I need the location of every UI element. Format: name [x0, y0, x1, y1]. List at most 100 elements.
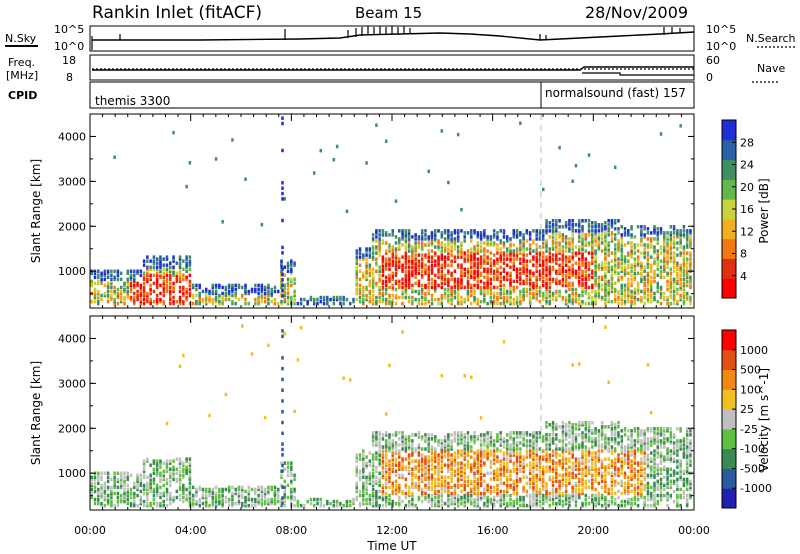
heatmap-cell — [574, 427, 578, 431]
heatmap-cell — [172, 269, 175, 274]
heatmap-cell — [375, 235, 378, 239]
heatmap-cell — [244, 501, 247, 506]
heatmap-cell — [165, 477, 169, 482]
heatmap-cell — [597, 275, 601, 280]
heatmap-cell — [519, 299, 522, 304]
heatmap-cell — [682, 267, 686, 272]
heatmap-cell — [496, 447, 499, 451]
heatmap-cell — [463, 467, 466, 471]
heatmap-cell — [613, 267, 617, 272]
heatmap-cell — [188, 489, 192, 494]
heatmap-cell — [515, 275, 519, 280]
heatmap-cell — [188, 499, 192, 504]
heatmap-cell — [486, 485, 489, 490]
heatmap-cell — [404, 251, 408, 255]
heatmap-cell — [443, 293, 447, 298]
heatmap-cell — [443, 237, 447, 241]
heatmap-cell — [221, 501, 224, 506]
heatmap-cell — [391, 285, 394, 290]
heatmap-cell — [620, 257, 624, 261]
heatmap-cell — [430, 233, 434, 237]
heatmap-cell — [528, 271, 532, 276]
heatmap-cell — [489, 295, 493, 300]
heatmap-cell — [283, 479, 287, 484]
heatmap-cell — [515, 235, 519, 239]
heatmap-cell — [502, 267, 506, 272]
heatmap-cell — [587, 291, 591, 296]
heatmap-cell — [515, 443, 519, 447]
heatmap-cell — [440, 263, 444, 267]
heatmap-cell — [450, 439, 453, 443]
heatmap-cell — [270, 501, 273, 506]
heatmap-cell — [617, 247, 620, 251]
beam-title: Beam 15 — [355, 4, 422, 22]
heatmap-cell — [620, 297, 624, 302]
heatmap-cell — [561, 455, 565, 459]
heatmap-cell — [100, 475, 103, 480]
heatmap-cell — [106, 285, 110, 290]
heatmap-cell — [113, 275, 116, 280]
heatmap-cell — [231, 283, 234, 288]
heatmap-cell — [450, 271, 453, 276]
heatmap-cell — [394, 459, 398, 463]
heatmap-cell — [594, 225, 597, 229]
heatmap-cell — [453, 283, 457, 288]
heatmap-cell — [522, 439, 525, 443]
heatmap-cell — [244, 289, 247, 294]
heatmap-cell — [106, 271, 110, 276]
heatmap-cell — [437, 441, 440, 445]
heatmap-cell — [378, 253, 381, 257]
heatmap-cell — [564, 497, 568, 502]
heatmap-cell — [388, 293, 391, 298]
heatmap-cell — [142, 463, 146, 467]
heatmap-cell — [463, 443, 466, 447]
heatmap-cell — [165, 421, 169, 426]
heatmap-cell — [273, 285, 277, 290]
heatmap-cell — [414, 247, 417, 251]
heatmap-cell — [362, 475, 365, 480]
heatmap-cell — [283, 283, 287, 288]
heatmap-cell — [581, 443, 584, 447]
heatmap-cell — [437, 493, 440, 498]
heatmap-cell — [414, 503, 417, 508]
heatmap-cell — [574, 497, 578, 502]
heatmap-cell — [663, 235, 666, 239]
heatmap-cell — [401, 267, 404, 272]
heatmap-cell — [152, 255, 156, 259]
heatmap-cell — [564, 493, 568, 498]
heatmap-cell — [113, 471, 116, 476]
heatmap-cell — [178, 477, 182, 482]
heatmap-cell — [182, 489, 185, 494]
heatmap-cell — [499, 437, 502, 441]
heatmap-cell — [394, 485, 398, 490]
heatmap-cell — [283, 297, 287, 302]
heatmap-cell — [283, 287, 287, 292]
heatmap-cell — [290, 297, 293, 302]
heatmap-cell — [460, 241, 463, 245]
heatmap-cell — [188, 283, 192, 288]
heatmap-cell — [368, 459, 372, 463]
heatmap-cell — [519, 257, 522, 261]
heatmap-cell — [496, 433, 499, 437]
heatmap-cell — [139, 283, 143, 288]
heatmap-cell — [528, 295, 532, 300]
heatmap-cell — [561, 451, 565, 455]
heatmap-cell — [440, 459, 444, 463]
heatmap-cell — [574, 465, 578, 469]
heatmap-cell — [522, 247, 525, 251]
heatmap-cell — [155, 297, 159, 302]
heatmap-cell — [613, 263, 617, 267]
heatmap-cell — [368, 463, 372, 467]
heatmap-cell — [646, 283, 650, 288]
heatmap-cell — [456, 433, 460, 437]
heatmap-cell — [208, 493, 211, 498]
heatmap-cell — [93, 287, 97, 292]
heatmap-cell — [152, 281, 156, 286]
heatmap-cell — [139, 483, 143, 488]
heatmap-cell — [663, 269, 666, 274]
heatmap-cell — [581, 445, 584, 449]
heatmap-cell — [450, 237, 453, 241]
heatmap-cell — [502, 439, 506, 443]
heatmap-cell — [528, 461, 532, 465]
heatmap-cell — [587, 447, 591, 451]
